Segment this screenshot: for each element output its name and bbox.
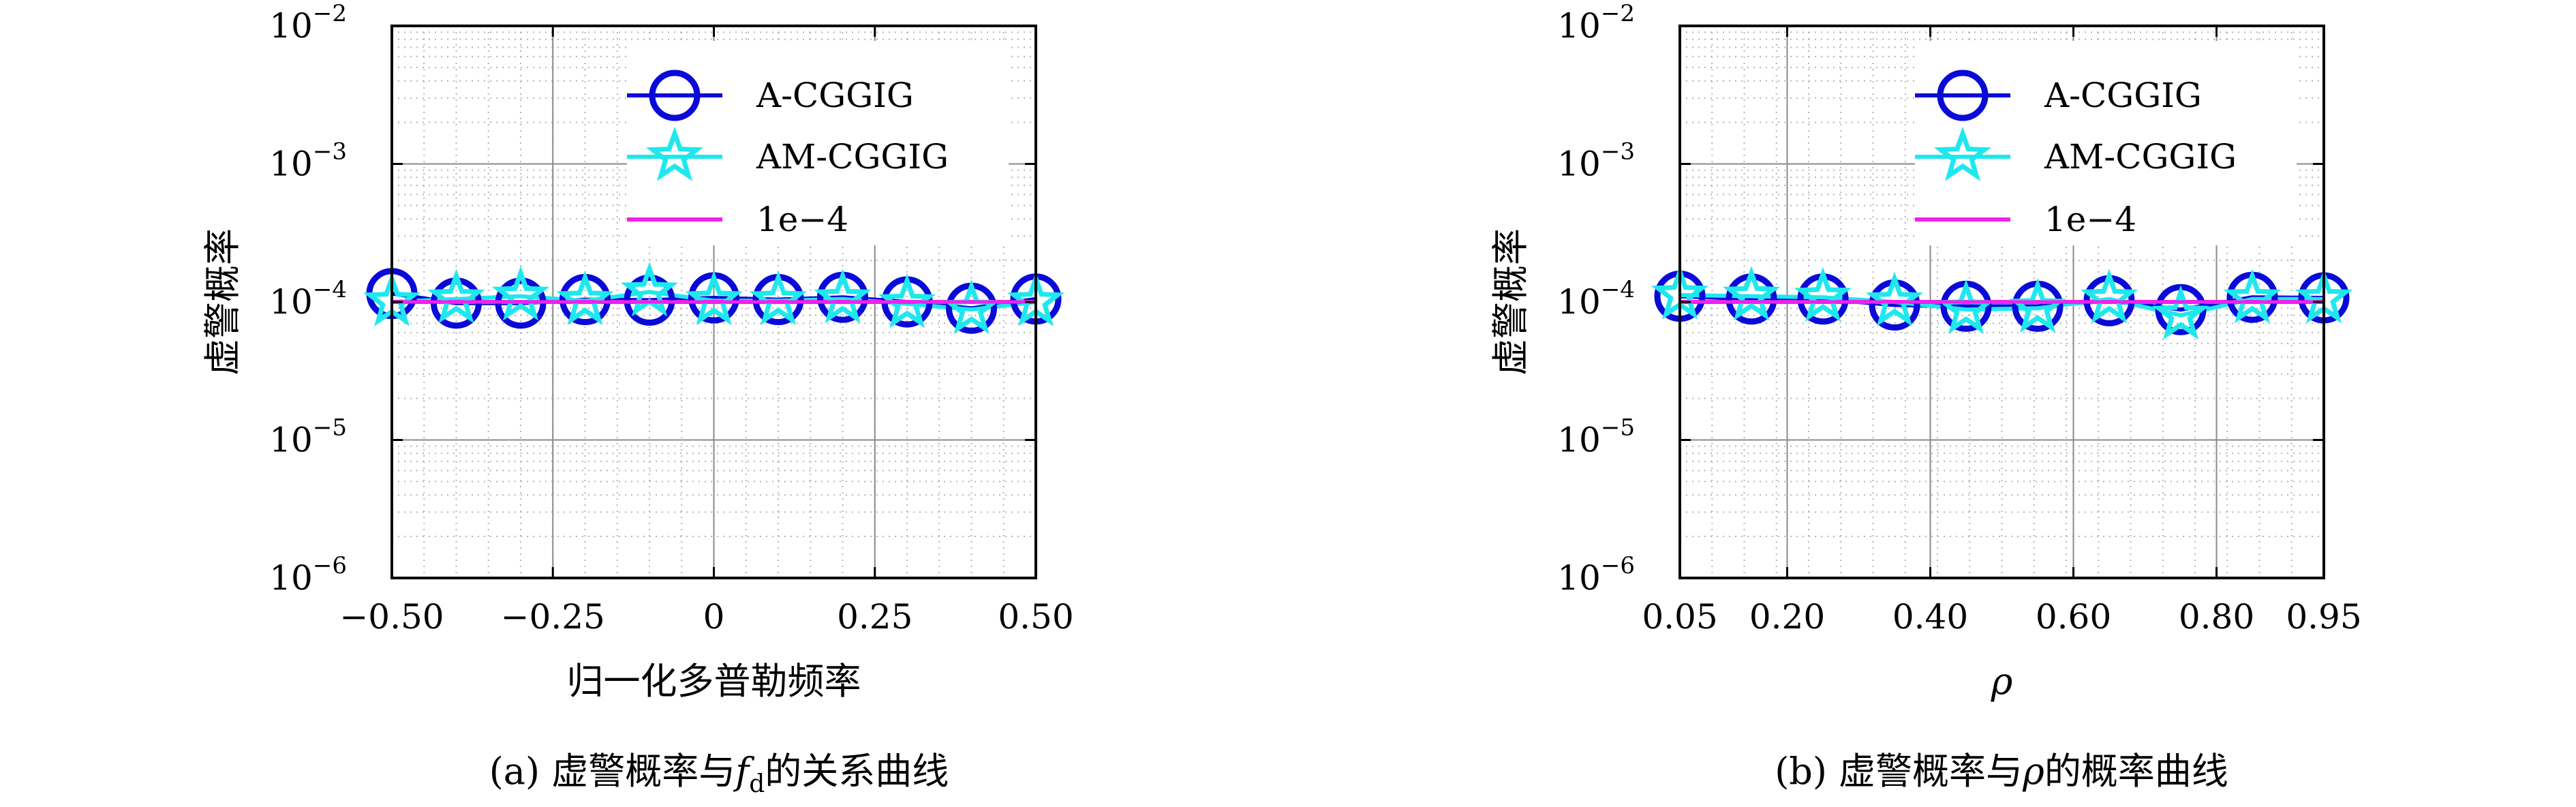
y-tick-label: 10−2 — [269, 0, 347, 46]
y-tick-label: 10−6 — [1557, 552, 1635, 598]
legend-label-a-cggig: A-CGGIG — [756, 76, 914, 115]
y-axis-title: 虚警概率 — [1489, 228, 1532, 376]
y-tick-base: 10 — [1557, 282, 1601, 322]
caption-prefix: (a) 虚警概率与 — [489, 750, 736, 793]
y-tick-label: 10−5 — [1557, 414, 1635, 460]
y-tick-label: 10−3 — [1557, 138, 1635, 184]
y-tick-base: 10 — [1557, 6, 1601, 46]
caption-suffix: 的关系曲线 — [765, 750, 949, 793]
legend-label-ref: 1e−4 — [2044, 200, 2136, 239]
x-tick-label: 0.40 — [1892, 597, 1968, 637]
y-tick-label: 10−2 — [1557, 0, 1635, 46]
series-group — [363, 262, 1065, 335]
y-tick-exponent: −2 — [1601, 0, 1635, 27]
figure-caption: (b) 虚警概率与ρ的概率曲线 — [1775, 750, 2228, 793]
x-tick-label: 0.50 — [998, 597, 1073, 637]
y-tick-base: 10 — [269, 558, 313, 598]
y-tick-base: 10 — [1557, 144, 1601, 184]
y-tick-exponent: −2 — [313, 0, 347, 27]
y-tick-exponent: −5 — [1601, 414, 1635, 442]
x-axis-title: ρ — [1991, 660, 2013, 703]
x-tick-label: 0.80 — [2179, 597, 2254, 637]
data-point-am-cggig — [1794, 267, 1852, 322]
x-tick-label: 0.95 — [2286, 597, 2361, 637]
caption-suffix: 的概率曲线 — [2044, 750, 2228, 793]
y-tick-base: 10 — [269, 144, 313, 184]
x-tick-label: 0.25 — [837, 597, 913, 637]
chart-panel-b: 0.05 0.20 0.40 0.60 0.80 0.9510−210−310−410−5… — [1489, 0, 2362, 793]
data-point-am-cggig — [2151, 285, 2210, 340]
y-tick-base: 10 — [1557, 558, 1601, 598]
legend-box — [627, 41, 1009, 245]
y-tick-exponent: −3 — [1601, 138, 1635, 166]
y-tick-base: 10 — [269, 6, 313, 46]
y-axis-title: 虚警概率 — [201, 228, 244, 376]
y-tick-base: 10 — [1557, 421, 1601, 460]
data-point-am-cggig — [1722, 266, 1781, 321]
legend-label-ref: 1e−4 — [756, 200, 848, 239]
caption-subscript: d — [749, 770, 765, 798]
legend-marker-am-cggig — [645, 126, 704, 181]
x-axis-title: 归一化多普勒频率 — [567, 660, 861, 703]
x-tick-label: 0.60 — [2036, 597, 2111, 637]
y-tick-exponent: −6 — [313, 552, 347, 579]
series-line-am-cggig — [1679, 293, 2324, 318]
x-tick-label: 0.05 — [1642, 597, 1717, 637]
chart-panel-a: −0.50 −0.25 0 0.25 0.5010−210−310−410−510−6归… — [201, 0, 1074, 798]
x-tick-label: 0.20 — [1749, 597, 1825, 637]
data-point-am-cggig — [685, 271, 743, 326]
y-tick-exponent: −6 — [1601, 552, 1635, 579]
x-tick-label: −0.50 — [339, 597, 444, 637]
legend-marker-a-cggig — [649, 70, 701, 121]
caption-prefix: (b) 虚警概率与 — [1775, 750, 2023, 793]
y-tick-label: 10−3 — [269, 138, 347, 184]
figure-caption: (a) 虚警概率与fd的关系曲线 — [489, 750, 949, 798]
data-point-am-cggig — [814, 269, 872, 324]
data-point-a-cggig — [624, 274, 675, 326]
y-tick-exponent: −4 — [1601, 276, 1635, 303]
data-point-am-cggig — [1865, 271, 1924, 326]
legend-marker-am-cggig — [1933, 126, 1992, 181]
series-group — [1651, 264, 2353, 340]
legend-label-am-cggig: AM-CGGIG — [2044, 137, 2237, 177]
y-tick-label: 10−4 — [1557, 276, 1635, 322]
legend-box — [1915, 41, 2297, 245]
y-tick-base: 10 — [269, 421, 313, 460]
y-tick-base: 10 — [269, 282, 313, 322]
y-tick-label: 10−6 — [269, 552, 347, 598]
data-point-am-cggig — [749, 271, 808, 326]
y-tick-label: 10−4 — [269, 276, 347, 322]
legend-label-a-cggig: A-CGGIG — [2044, 76, 2202, 115]
x-tick-label: −0.25 — [501, 597, 605, 637]
legend-marker-a-cggig — [1937, 70, 1989, 121]
y-tick-exponent: −4 — [313, 276, 347, 303]
y-tick-label: 10−5 — [269, 414, 347, 460]
legend-label-am-cggig: AM-CGGIG — [756, 137, 949, 177]
caption-variable: ρ — [2022, 750, 2044, 793]
x-tick-label: 0 — [703, 597, 725, 637]
data-point-am-cggig — [491, 266, 550, 321]
data-point-am-cggig — [556, 271, 614, 326]
y-tick-exponent: −3 — [313, 138, 347, 166]
data-point-am-cggig — [2223, 269, 2282, 324]
data-point-am-cggig — [878, 273, 936, 329]
data-point-am-cggig — [427, 269, 485, 324]
legend: A-CGGIG AM-CGGIG 1e−4 — [627, 41, 1009, 245]
data-point-am-cggig — [2080, 269, 2138, 324]
legend: A-CGGIG AM-CGGIG 1e−4 — [1915, 41, 2297, 245]
y-tick-exponent: −5 — [313, 414, 347, 442]
